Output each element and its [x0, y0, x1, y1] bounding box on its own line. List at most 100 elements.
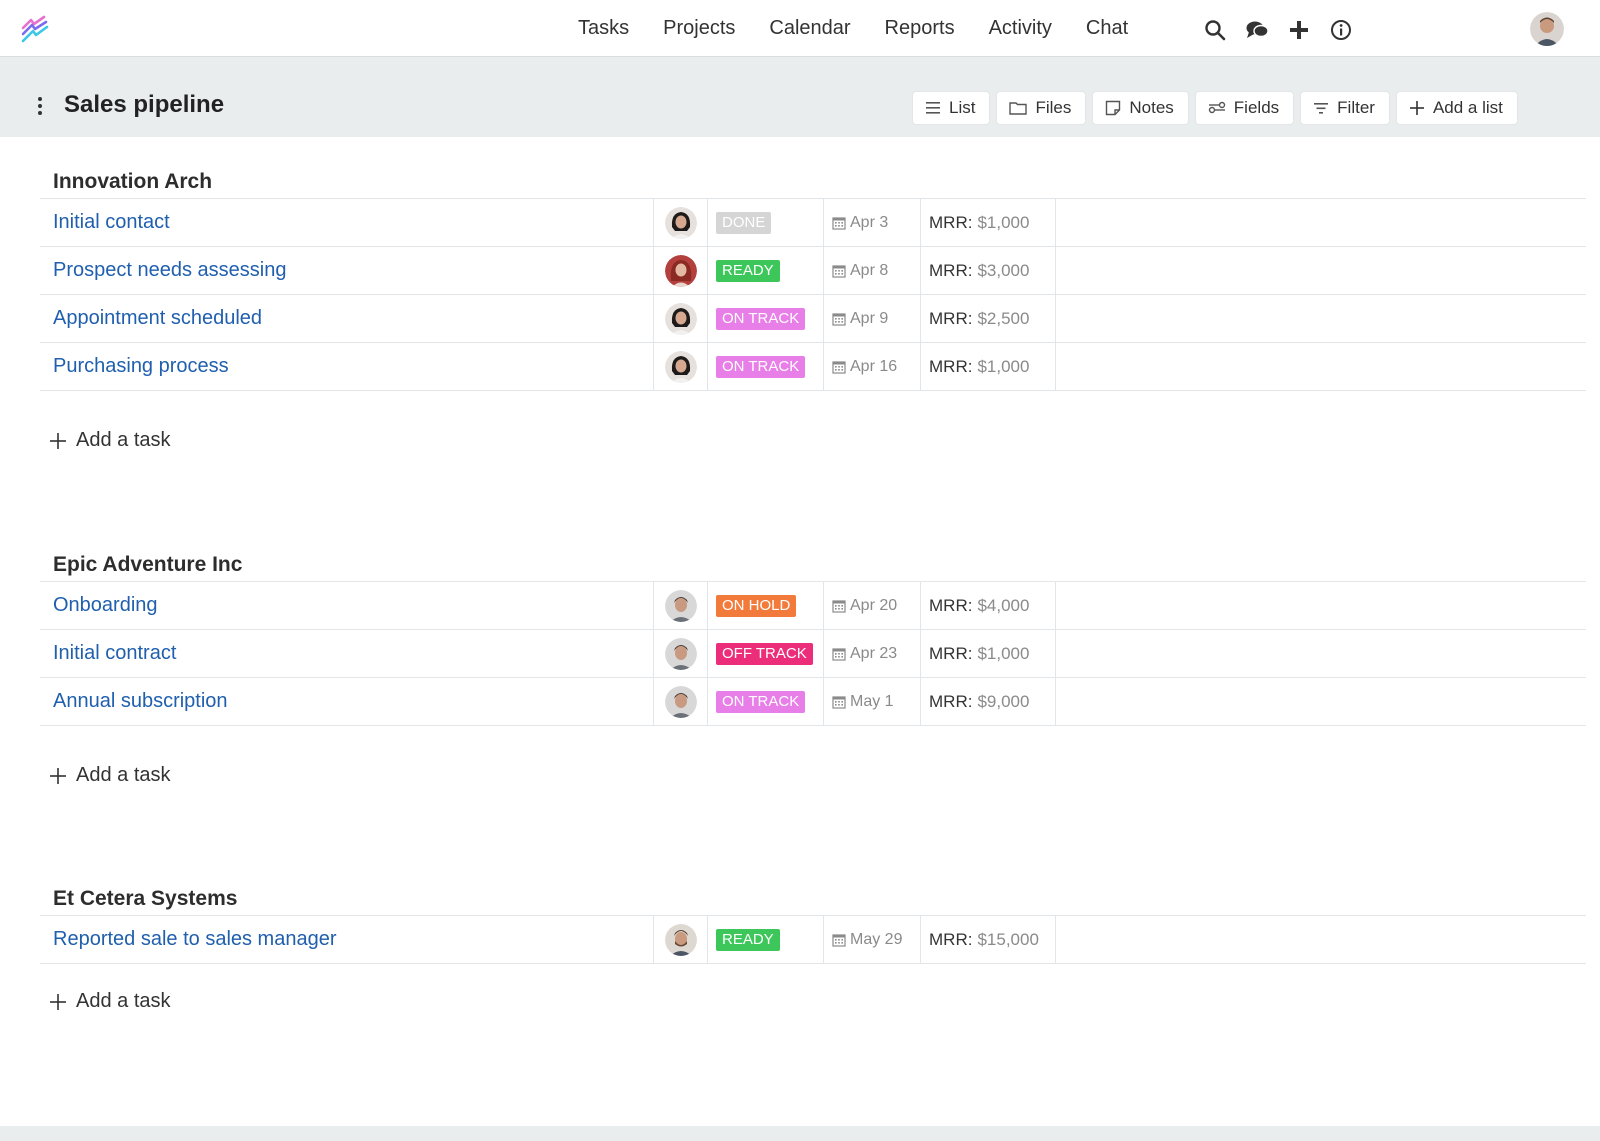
assignee-avatar[interactable]	[664, 589, 697, 622]
mrr-value[interactable]: $9,000	[977, 691, 1030, 711]
due-date[interactable]: Apr 23	[850, 644, 898, 662]
fields-icon	[1208, 101, 1225, 114]
note-icon	[1106, 100, 1121, 116]
mrr-label: MRR:	[929, 929, 973, 949]
task-name-link[interactable]: Reported sale to sales manager	[53, 928, 337, 950]
task-name-link[interactable]: Purchasing process	[53, 355, 229, 377]
search-icon[interactable]	[1202, 17, 1228, 43]
task-row: Prospect needs assessing READY Apr 8 MRR…	[40, 247, 1586, 295]
plus-icon	[50, 767, 66, 784]
folder-icon	[1009, 102, 1028, 115]
status-badge[interactable]: ON TRACK	[716, 307, 806, 330]
add-task-button[interactable]: Add a task	[50, 990, 171, 1013]
due-date[interactable]: Apr 9	[850, 309, 889, 327]
task-name-link[interactable]: Annual subscription	[53, 690, 228, 712]
assignee-avatar[interactable]	[664, 923, 697, 956]
nav-tasks[interactable]: Tasks	[578, 17, 630, 39]
fields-button[interactable]: Fields	[1195, 92, 1294, 124]
add-list-button[interactable]: Add a list	[1396, 92, 1517, 124]
bottom-bar	[0, 1126, 1600, 1141]
task-name-link[interactable]: Initial contact	[53, 211, 170, 233]
calendar-icon	[832, 599, 846, 613]
add-task-button[interactable]: Add a task	[50, 764, 171, 787]
due-date[interactable]: Apr 20	[850, 596, 898, 614]
mrr-label: MRR:	[929, 356, 973, 376]
plus-icon	[50, 432, 66, 449]
assignee-avatar[interactable]	[664, 350, 697, 383]
task-name-link[interactable]: Initial contract	[53, 642, 177, 664]
group-title: Innovation Arch	[53, 170, 213, 193]
list-icon	[926, 102, 940, 114]
mrr-label: MRR:	[929, 260, 973, 280]
group-title: Epic Adventure Inc	[53, 553, 243, 576]
mrr-value[interactable]: $1,000	[977, 643, 1030, 663]
more-options-icon[interactable]	[36, 97, 44, 117]
calendar-icon	[832, 312, 846, 326]
calendar-icon	[832, 216, 846, 230]
due-date[interactable]: Apr 8	[850, 261, 889, 279]
due-date[interactable]: Apr 3	[850, 213, 889, 231]
add-list-label: Add a list	[1432, 98, 1503, 117]
task-list: Onboarding ON HOLD Apr 20 MRR: $4,000 Ini…	[40, 581, 1586, 726]
nav-projects[interactable]: Projects	[663, 17, 736, 39]
top-navigation: Tasks Projects Calendar Reports Activity…	[0, 0, 1600, 57]
status-badge[interactable]: DONE	[716, 211, 772, 234]
assignee-avatar[interactable]	[664, 685, 697, 718]
mrr-value[interactable]: $2,500	[977, 308, 1030, 328]
group-title: Et Cetera Systems	[53, 887, 238, 910]
fields-label: Fields	[1233, 98, 1280, 117]
files-label: Files	[1035, 98, 1072, 117]
list-view-label: List	[949, 98, 976, 117]
task-row: Purchasing process ON TRACK Apr 16 MRR: $…	[40, 343, 1586, 391]
status-badge[interactable]: ON TRACK	[716, 355, 806, 378]
task-name-link[interactable]: Onboarding	[53, 594, 158, 616]
assignee-avatar[interactable]	[664, 302, 697, 335]
assignee-avatar[interactable]	[664, 254, 697, 287]
app-logo-icon[interactable]	[20, 15, 50, 45]
mrr-value[interactable]: $1,000	[977, 356, 1030, 376]
due-date[interactable]: Apr 16	[850, 357, 898, 375]
mrr-value[interactable]: $3,000	[977, 260, 1030, 280]
user-avatar[interactable]	[1530, 12, 1564, 46]
assignee-avatar[interactable]	[664, 206, 697, 239]
task-row: Reported sale to sales manager READY May…	[40, 916, 1586, 964]
nav-chat[interactable]: Chat	[1085, 17, 1129, 39]
status-badge[interactable]: ON TRACK	[716, 690, 806, 713]
page-title: Sales pipeline	[64, 91, 225, 118]
status-badge[interactable]: OFF TRACK	[716, 642, 813, 665]
view-toolbar: List Files Notes Fields Filter Add a lis…	[913, 92, 1525, 124]
add-task-button[interactable]: Add a task	[50, 429, 171, 452]
status-badge[interactable]: ON HOLD	[716, 594, 797, 617]
info-icon[interactable]	[1328, 17, 1354, 43]
page-header: Sales pipeline List Files Notes Fields F…	[0, 57, 1600, 137]
task-list: Reported sale to sales manager READY May…	[40, 915, 1586, 964]
assignee-avatar[interactable]	[664, 637, 697, 670]
status-badge[interactable]: READY	[716, 928, 780, 951]
calendar-icon	[832, 360, 846, 374]
calendar-icon	[832, 264, 846, 278]
mrr-label: MRR:	[929, 691, 973, 711]
mrr-label: MRR:	[929, 308, 973, 328]
mrr-label: MRR:	[929, 643, 973, 663]
mrr-value[interactable]: $1,000	[977, 212, 1030, 232]
mrr-value[interactable]: $4,000	[977, 595, 1030, 615]
files-button[interactable]: Files	[997, 92, 1086, 124]
task-list: Initial contact DONE Apr 3 MRR: $1,000 Pr…	[40, 198, 1586, 391]
mrr-value[interactable]: $15,000	[977, 929, 1039, 949]
due-date[interactable]: May 1	[850, 692, 894, 710]
plus-icon[interactable]	[1286, 17, 1312, 43]
filter-button[interactable]: Filter	[1301, 92, 1389, 124]
notes-label: Notes	[1129, 98, 1174, 117]
plus-icon	[50, 993, 66, 1010]
chat-bubbles-icon[interactable]	[1244, 17, 1270, 43]
task-name-link[interactable]: Appointment scheduled	[53, 307, 263, 329]
status-badge[interactable]: READY	[716, 259, 780, 282]
nav-icon-group	[1202, 17, 1370, 43]
notes-button[interactable]: Notes	[1093, 92, 1188, 124]
nav-activity[interactable]: Activity	[988, 17, 1052, 39]
task-name-link[interactable]: Prospect needs assessing	[53, 259, 287, 281]
due-date[interactable]: May 29	[850, 930, 903, 948]
list-view-button[interactable]: List	[913, 92, 990, 124]
nav-reports[interactable]: Reports	[884, 17, 955, 39]
nav-calendar[interactable]: Calendar	[769, 17, 851, 39]
